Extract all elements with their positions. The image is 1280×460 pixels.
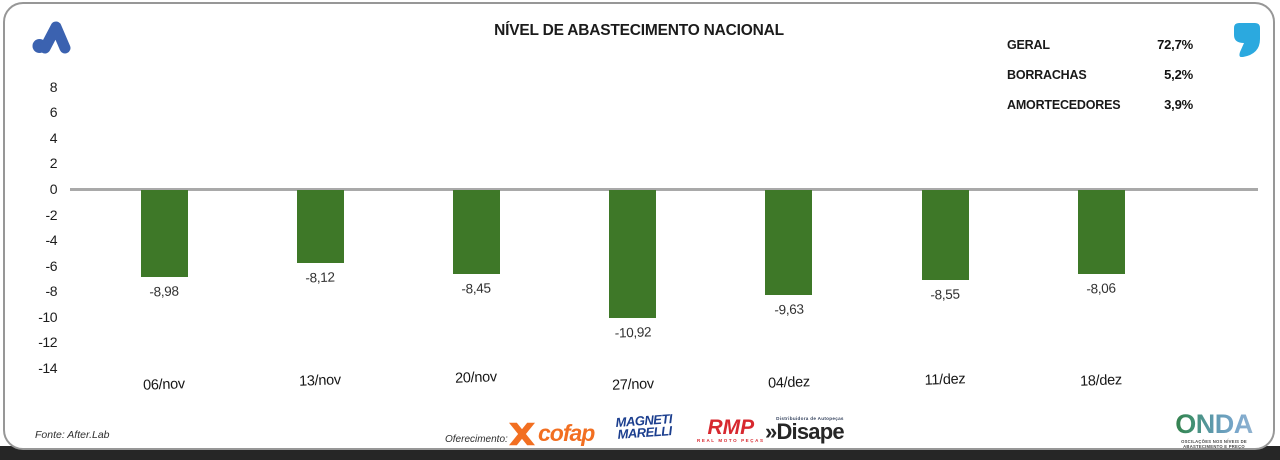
cofap-x-icon	[509, 422, 535, 445]
stat-row-amortecedores: AMORTECEDORES 3,9%	[1007, 97, 1193, 127]
y-tick-label: -2	[45, 206, 58, 223]
bar-20/nov	[452, 190, 500, 274]
bar-27/nov	[609, 190, 657, 318]
chart-card: NÍVEL DE ABASTECIMENTO NACIONAL GERAL 72…	[3, 2, 1275, 450]
chart-title: NÍVEL DE ABASTECIMENTO NACIONAL	[494, 22, 784, 39]
bar-11/dez	[921, 190, 969, 280]
y-tick-label: -14	[38, 359, 57, 376]
stats-panel: GERAL 72,7% BORRACHAS 5,2% AMORTECEDORES…	[1007, 37, 1193, 127]
bar-value-label: -10,92	[614, 324, 652, 341]
rmp-tagline: REAL MOTO PEÇAS	[697, 438, 765, 443]
x-tick-label: 18/dez	[1080, 372, 1123, 390]
y-axis: 8 6 4 2 0 -2 -4 -6 -8 -10 -12 -14	[13, 4, 57, 404]
source-note: Fonte: After.Lab	[35, 429, 110, 441]
bar-value-label: -8,98	[149, 283, 179, 300]
bar-value-label: -9,63	[773, 301, 804, 318]
onda-tagline: OSCILAÇÕES NOS NÍVEIS DE ABASTECIMENTO E…	[1181, 439, 1247, 449]
sponsor-label: Oferecimento:	[445, 434, 508, 445]
bar-value-label: -8,12	[305, 269, 336, 286]
y-tick-label: -8	[45, 283, 58, 300]
magneti-marelli-logo: MAGNETI MARELLI	[615, 411, 673, 442]
after-lab-logo-icon	[32, 21, 71, 54]
disape-tagline: Distribuidora de Autopeças	[776, 416, 844, 421]
bar-04/dez	[765, 190, 813, 295]
disape-logo: Distribuidora de Autopeças »Disape	[765, 416, 845, 444]
y-tick-label: 2	[49, 155, 58, 172]
y-tick-label: 6	[49, 104, 58, 121]
y-tick-label: -6	[45, 257, 58, 274]
disape-chevrons: »	[765, 419, 777, 444]
x-tick-label: 04/dez	[767, 374, 810, 392]
onda-logo: ONDA OSCILAÇÕES NOS NÍVEIS DE ABASTECIME…	[1168, 411, 1260, 450]
bar-06/nov	[140, 190, 188, 277]
y-tick-label: 4	[49, 129, 58, 146]
disape-wordmark: »Disape	[765, 419, 845, 444]
stat-label: BORRACHAS	[1007, 68, 1087, 82]
bar-value-label: -8,45	[461, 280, 492, 297]
bar-18/dez	[1077, 190, 1125, 274]
bar-13/nov	[296, 190, 344, 263]
stat-value: 5,2%	[1164, 67, 1193, 82]
rmp-wordmark: RMP	[707, 416, 755, 439]
y-tick-label: -10	[38, 308, 57, 325]
y-tick-label: -12	[38, 334, 57, 351]
x-tick-label: 06/nov	[142, 376, 186, 394]
y-tick-label: 0	[49, 181, 58, 197]
disape-name-text: Disape	[776, 419, 844, 444]
stat-label: AMORTECEDORES	[1007, 98, 1121, 112]
x-tick-label: 20/nov	[455, 369, 498, 387]
y-tick-label: -4	[45, 232, 58, 249]
cofap-logo: cofap	[509, 420, 595, 447]
x-axis-zero-line	[70, 188, 1258, 191]
stat-row-geral: GERAL 72,7%	[1007, 37, 1193, 67]
x-tick-label: 27/nov	[611, 376, 654, 394]
x-tick-label: 13/nov	[299, 372, 342, 390]
stat-value: 3,9%	[1164, 97, 1193, 112]
onda-wordmark: ONDA	[1168, 411, 1260, 438]
quote-icon	[1234, 23, 1260, 57]
x-tick-label: 11/dez	[924, 371, 966, 389]
cofap-wordmark: cofap	[538, 420, 595, 446]
stat-row-borrachas: BORRACHAS 5,2%	[1007, 67, 1193, 97]
stat-value: 72,7%	[1157, 37, 1193, 52]
magneti-line2: MARELLI	[617, 423, 673, 442]
bar-value-label: -8,55	[930, 286, 960, 303]
y-tick-label: 8	[49, 78, 58, 95]
stat-label: GERAL	[1007, 38, 1050, 52]
bar-value-label: -8,06	[1086, 280, 1117, 297]
rmp-logo: RMP REAL MOTO PEÇAS	[697, 416, 765, 443]
